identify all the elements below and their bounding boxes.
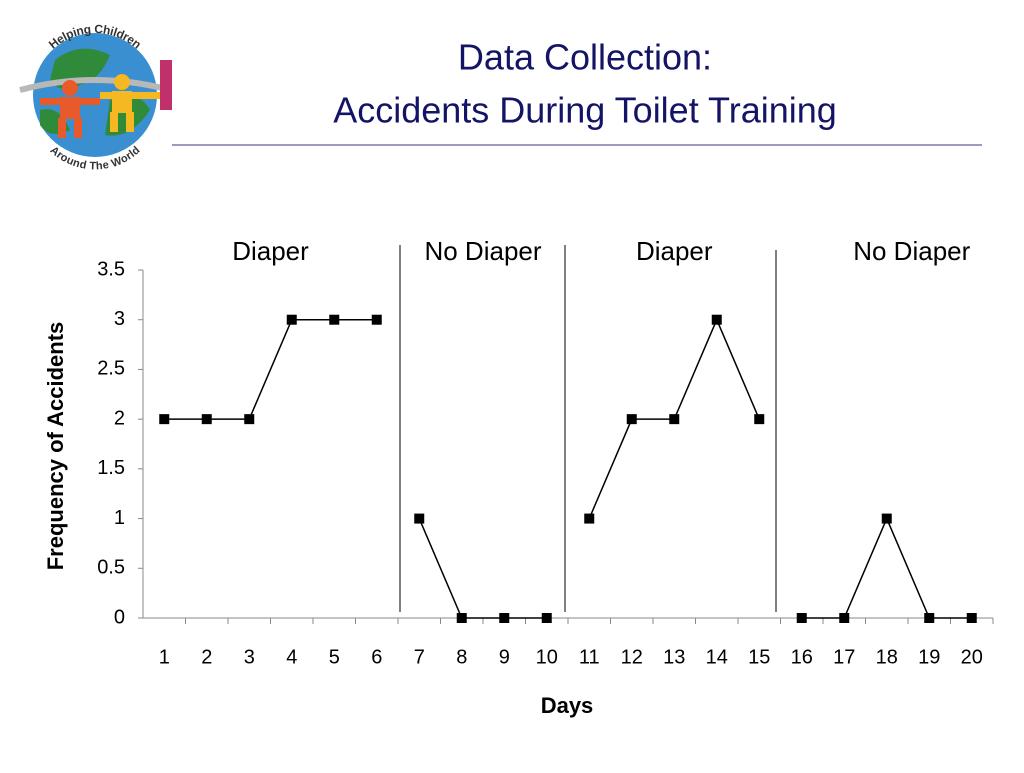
phase-label: Diaper — [636, 236, 713, 266]
point — [201, 414, 212, 425]
point — [796, 613, 807, 623]
y-tick-label: 3.5 — [97, 258, 125, 280]
x-tick-label: 9 — [499, 646, 510, 668]
point — [286, 314, 297, 325]
point — [711, 314, 722, 325]
point — [754, 414, 765, 425]
phase-label: No Diaper — [424, 236, 541, 266]
x-tick-label: 10 — [536, 646, 558, 668]
point — [881, 513, 892, 524]
point — [584, 513, 595, 524]
phase-label: Diaper — [232, 236, 309, 266]
point — [159, 414, 170, 425]
x-tick-label: 6 — [371, 646, 382, 668]
x-tick-label: 1 — [159, 646, 170, 668]
y-tick-label: 0 — [114, 606, 125, 628]
x-tick-label: 11 — [579, 646, 600, 668]
x-tick-label: 17 — [833, 646, 855, 668]
phase-label: No Diaper — [853, 236, 970, 266]
point — [541, 613, 552, 623]
y-axis-label: Frequency of Accidents — [43, 322, 68, 571]
series-line — [164, 318, 377, 420]
figure-pink — [160, 60, 172, 110]
point — [244, 414, 255, 425]
point — [924, 613, 935, 623]
x-tick-label: 19 — [918, 646, 940, 668]
x-axis-label: Days — [541, 693, 594, 718]
point — [499, 613, 510, 623]
point — [966, 613, 977, 623]
x-tick-label: 18 — [876, 646, 898, 668]
y-tick-label: 3 — [114, 308, 125, 330]
x-tick-label: 16 — [791, 646, 813, 668]
x-tick-label: 15 — [748, 646, 770, 668]
series-line — [801, 516, 972, 619]
point — [626, 414, 637, 425]
figure-red — [40, 80, 100, 138]
x-tick-label: 3 — [244, 646, 255, 668]
x-tick-label: 12 — [621, 646, 643, 668]
point — [669, 414, 680, 425]
subtitle: Accidents During Toilet Training — [333, 90, 837, 131]
figure-yellow — [100, 74, 160, 132]
point — [329, 314, 340, 325]
series-line — [418, 518, 547, 619]
x-tick-label: 4 — [286, 646, 297, 668]
point — [414, 513, 425, 524]
x-tick-label: 2 — [201, 646, 212, 668]
title: Data Collection: — [458, 37, 712, 78]
x-tick-label: 20 — [961, 646, 983, 668]
y-tick-label: 2.5 — [97, 358, 125, 380]
x-tick-label: 8 — [456, 646, 467, 668]
x-tick-label: 14 — [706, 646, 728, 668]
x-tick-label: 5 — [329, 646, 340, 668]
y-tick-label: 2 — [114, 407, 125, 429]
point — [456, 613, 467, 623]
point — [839, 613, 850, 623]
y-tick-label: 0.5 — [97, 557, 125, 579]
logo: Helping Children Around The World — [19, 22, 172, 172]
x-tick-label: 13 — [663, 646, 685, 668]
land — [40, 48, 150, 136]
y-tick-label: 1.5 — [97, 457, 125, 479]
point — [371, 314, 382, 325]
x-tick-label: 7 — [414, 646, 425, 668]
y-tick-label: 1 — [114, 507, 125, 529]
ring — [19, 77, 171, 93]
